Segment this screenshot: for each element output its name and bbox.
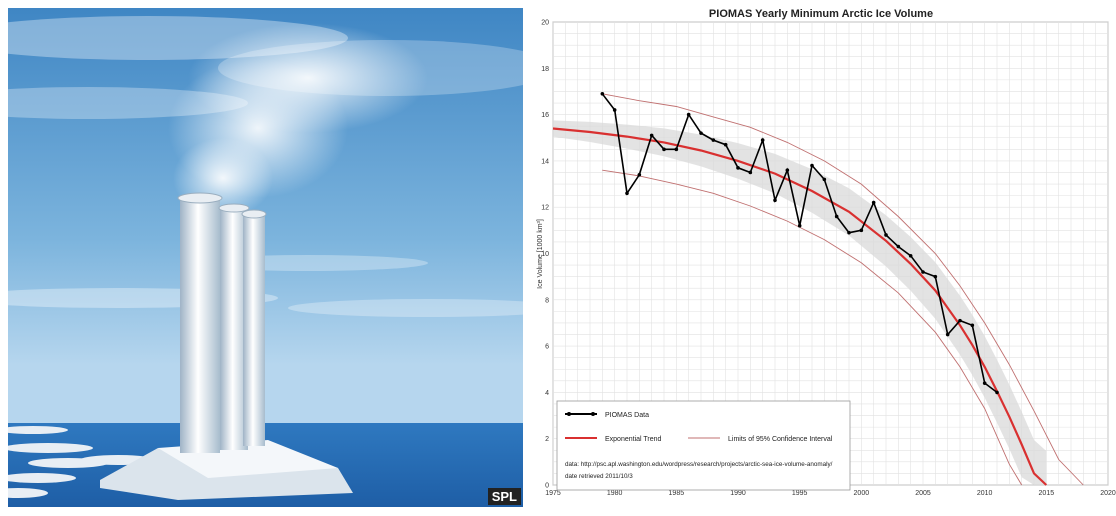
exponential-trend-line [552,127,1048,486]
y-tick-label: 0 [545,483,549,490]
photo-credit-badge: SPL [487,488,521,505]
y-tick-label: 2 [545,436,549,443]
piomas-data-point [859,228,864,233]
piomas-data-point [995,390,999,395]
y-tick-label: 20 [541,20,549,27]
y-tick-label: 16 [541,112,549,119]
x-tick-label: 2015 [1039,490,1055,497]
chart-legend: PIOMAS Data Exponential Trend Limits of … [556,400,851,491]
data-source-note: data: http://psc.apl.washington.edu/word… [565,461,833,468]
ice-volume-chart: PIOMAS Yearly Minimum Arctic Ice Volume … [530,4,1116,511]
piomas-data-point [797,223,802,228]
piomas-data-point [748,170,753,175]
piomas-data-point [982,381,987,385]
y-tick-label: 12 [541,205,549,212]
piomas-data-point [933,274,938,279]
date-retrieved-note: date retrieved 2011/10/3 [565,473,633,480]
piomas-data-point [822,177,827,182]
confidence-band [553,120,1047,486]
piomas-data-point [699,131,703,135]
confidence-band-shade [553,120,1047,486]
legend-label-ci: Limits of 95% Confidence Interval [728,436,833,443]
y-tick-label: 4 [545,390,549,397]
piomas-data-point [674,147,679,152]
y-tick-label: 18 [541,66,549,73]
piomas-data-point [723,142,728,147]
x-tick-label: 1975 [545,490,561,497]
chart-title: PIOMAS Yearly Minimum Arctic Ice Volume [709,8,933,20]
piomas-data-point [785,168,790,172]
confidence-limit-upper [602,93,1084,486]
illustration-drawing [8,8,523,507]
piomas-data-point [686,112,691,117]
piomas-data-point [612,108,617,112]
y-tick-label: 14 [541,158,549,165]
confidence-limit-lower [602,169,1023,486]
piomas-data-point [871,200,876,205]
piomas-data-point [884,233,888,237]
piomas-data-point [970,323,975,328]
x-tick-label: 2010 [977,490,993,497]
piomas-data-point [649,133,654,138]
y-axis-label: Ice Volume [1000 km³] [537,219,544,289]
x-tick-label: 1990 [730,490,746,497]
legend-label-piomas: PIOMAS Data [605,412,649,419]
piomas-data-point [736,166,740,170]
piomas-data-point [773,198,777,203]
piomas-data-point [958,318,962,323]
sea-structure-illustration: SPL [8,8,523,507]
x-tick-label: 2005 [915,490,931,497]
legend-marker-piomas-2 [591,412,595,416]
x-tick-label: 1985 [669,490,685,497]
y-tick-label: 6 [545,344,549,351]
piomas-data-point [847,230,851,235]
piomas-data-point [810,163,814,168]
piomas-data-point [662,147,666,152]
piomas-data-point [921,270,925,274]
chart-canvas: PIOMAS Yearly Minimum Arctic Ice Volume … [537,8,1116,498]
piomas-data-point [711,138,716,142]
piomas-data-point [600,91,605,96]
piomas-data-point [896,244,901,249]
axis-ticks: 1975 1980 1985 1990 1995 2000 2005 2010 2015 2020… [541,20,1116,498]
series-lines [552,91,1084,486]
legend-label-trend: Exponential Trend [605,436,662,443]
y-tick-label: 8 [545,297,549,304]
legend-box [556,400,851,491]
piomas-data-point [637,172,642,177]
x-tick-label: 1980 [607,490,623,497]
piomas-data-point [834,214,839,219]
y-tick-label: 10 [541,251,549,258]
x-tick-label: 1995 [792,490,808,497]
piomas-data-point [760,138,765,142]
piomas-data-point [625,191,629,196]
x-tick-label: 2000 [854,490,870,497]
legend-marker-piomas [567,412,571,416]
piomas-data-point [908,254,913,258]
x-tick-label: 2020 [1100,490,1116,497]
piomas-data-point [945,332,950,337]
